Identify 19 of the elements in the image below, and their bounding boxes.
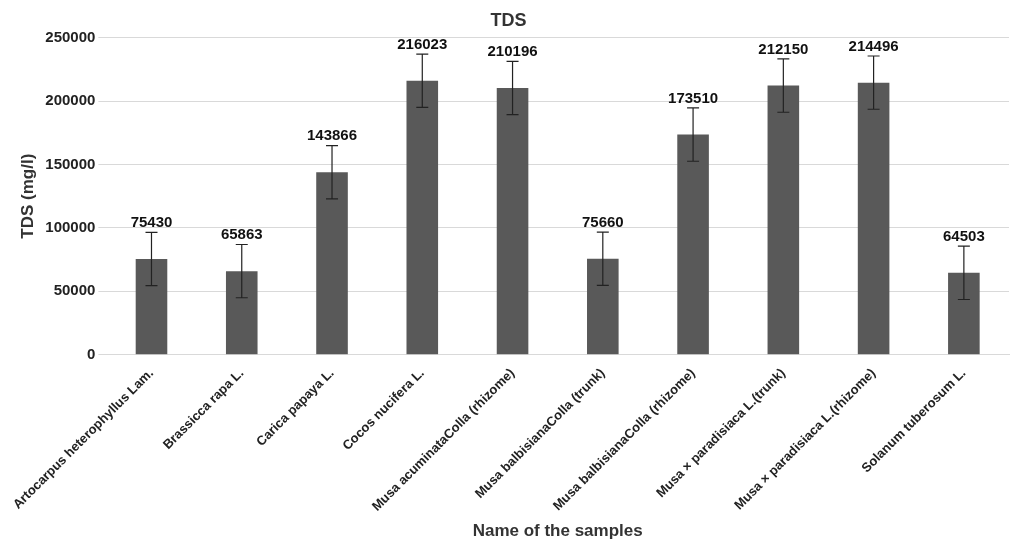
- y-tick-label: 0: [87, 344, 96, 362]
- data-label: 75430: [130, 213, 173, 230]
- chart-title: TDS: [490, 9, 527, 30]
- data-label: 212150: [758, 39, 809, 57]
- y-tick-label: 150000: [45, 154, 96, 172]
- data-label: 173510: [668, 88, 719, 106]
- data-label: 64503: [943, 226, 985, 244]
- data-label: 75660: [581, 212, 624, 230]
- y-tick-label: 200000: [45, 91, 96, 109]
- y-tick-label: 50000: [53, 281, 96, 299]
- data-label: 143866: [306, 126, 358, 144]
- data-label: 210196: [487, 42, 538, 60]
- x-axis-title: Name of the samples: [472, 521, 643, 541]
- data-label: 214496: [848, 36, 899, 54]
- y-axis-title: TDS (mg/l): [17, 153, 37, 239]
- y-tick-label: 250000: [45, 27, 96, 45]
- data-label: 65863: [220, 225, 263, 243]
- data-label: 216023: [397, 34, 448, 52]
- y-tick-label: 100000: [45, 217, 96, 235]
